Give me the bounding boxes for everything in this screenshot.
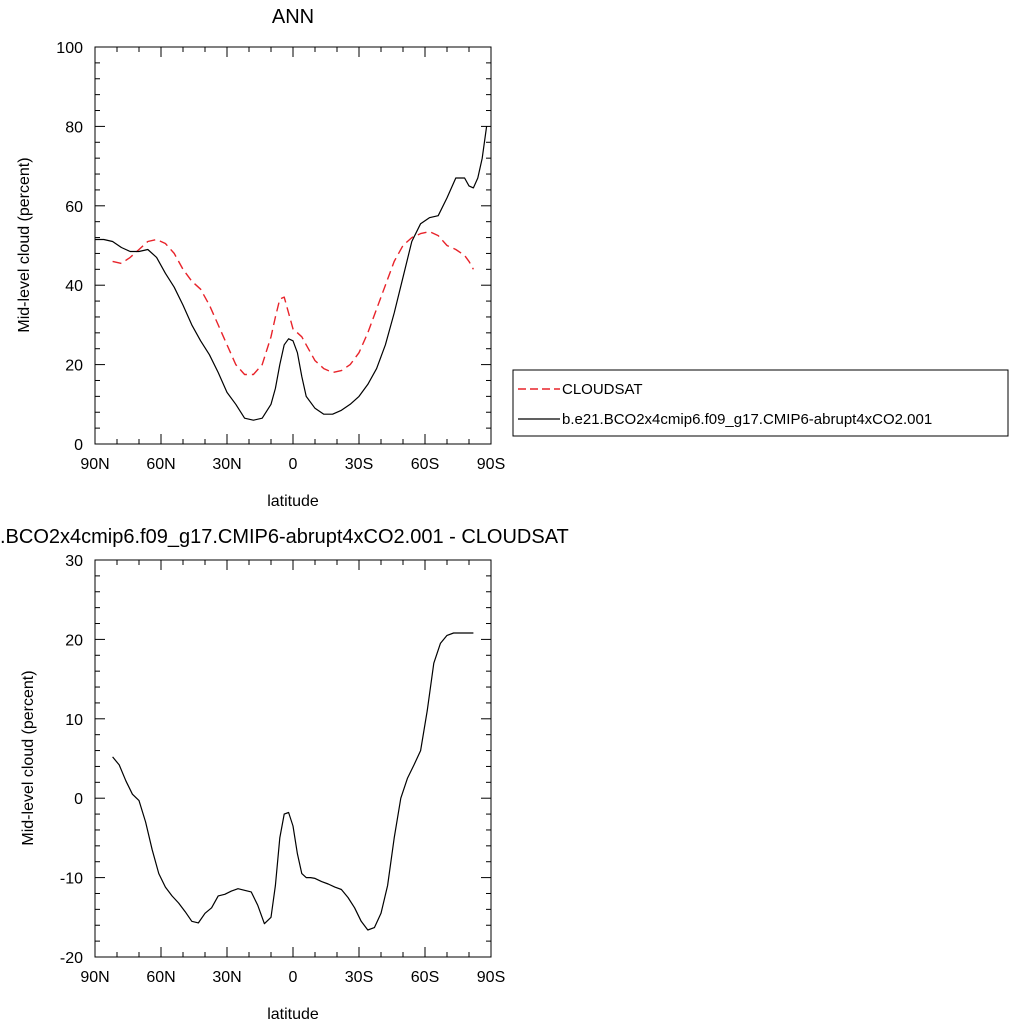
top-series-line-cloudsat xyxy=(112,230,475,376)
top-y-tick-label: 80 xyxy=(65,119,83,136)
bottom-x-tick-label: 30S xyxy=(345,969,373,986)
bottom-series-line-model xyxy=(112,632,474,931)
top-y-tick-label: 20 xyxy=(65,358,83,375)
top-x-tick-label: 30S xyxy=(345,456,373,473)
top-panel: ANN 90N 60N 30N 0 30S 60S 90S 0 20 40 60 80 100 lat… xyxy=(16,6,505,510)
top-x-tick-label: 30N xyxy=(212,456,241,473)
bottom-y-tick-label: 20 xyxy=(65,632,83,649)
bottom-y-axis-label: Mid-level cloud (percent) xyxy=(20,670,37,845)
top-y-minor-ticks xyxy=(95,62,491,429)
bottom-panel: .BCO2x4cmip6.f09_g17.CMIP6-abrupt4xCO2.0… xyxy=(0,526,569,1023)
bottom-y-tick-label: -20 xyxy=(60,950,83,967)
top-x-axis-label: latitude xyxy=(267,493,319,510)
top-x-axis: 90N 60N 30N 0 30S 60S 90S xyxy=(80,47,505,473)
bottom-y-tick-label: 10 xyxy=(65,712,83,729)
bottom-x-minor-ticks xyxy=(116,560,470,957)
legend: CLOUDSAT b.e21.BCO2x4cmip6.f09_g17.CMIP6… xyxy=(512,369,1009,437)
top-plot-frame xyxy=(94,46,492,445)
bottom-x-axis: 90N 60N 30N 0 30S 60S 90S xyxy=(80,560,505,986)
top-y-axis: 0 20 40 60 80 100 xyxy=(56,40,491,454)
bottom-x-axis-label: latitude xyxy=(267,1006,319,1023)
bottom-x-tick-label: 90N xyxy=(80,969,109,986)
bottom-plot-frame xyxy=(94,559,492,958)
bottom-y-minor-ticks xyxy=(95,575,491,942)
top-y-tick-label: 60 xyxy=(65,199,83,216)
top-series-layer xyxy=(95,126,488,421)
top-y-tick-label: 100 xyxy=(56,40,83,57)
bottom-x-tick-label: 0 xyxy=(289,969,298,986)
top-panel-title: ANN xyxy=(272,6,314,28)
top-x-tick-label: 60S xyxy=(411,456,439,473)
bottom-x-tick-label: 30N xyxy=(212,969,241,986)
top-series-line-model xyxy=(95,126,488,421)
top-x-tick-label: 90S xyxy=(477,456,505,473)
top-y-axis-label: Mid-level cloud (percent) xyxy=(16,157,33,332)
bottom-x-tick-label: 60S xyxy=(411,969,439,986)
top-x-tick-label: 60N xyxy=(146,456,175,473)
legend-label-model: b.e21.BCO2x4cmip6.f09_g17.CMIP6-abrupt4x… xyxy=(562,411,932,428)
bottom-x-tick-label: 90S xyxy=(477,969,505,986)
bottom-y-tick-label: 0 xyxy=(74,791,83,808)
legend-box xyxy=(512,369,1009,437)
bottom-y-tick-label: -10 xyxy=(60,871,83,888)
bottom-panel-title: .BCO2x4cmip6.f09_g17.CMIP6-abrupt4xCO2.0… xyxy=(0,526,569,548)
top-x-tick-label: 0 xyxy=(289,456,298,473)
legend-label-cloudsat: CLOUDSAT xyxy=(562,381,643,398)
top-y-tick-label: 0 xyxy=(74,437,83,454)
top-x-tick-label: 90N xyxy=(80,456,109,473)
top-x-minor-ticks xyxy=(116,47,470,444)
bottom-x-tick-label: 60N xyxy=(146,969,175,986)
top-y-tick-label: 40 xyxy=(65,278,83,295)
bottom-y-tick-label: 30 xyxy=(65,553,83,570)
bottom-series-layer xyxy=(112,632,474,931)
bottom-y-axis: -20 -10 0 10 20 30 xyxy=(60,553,491,967)
